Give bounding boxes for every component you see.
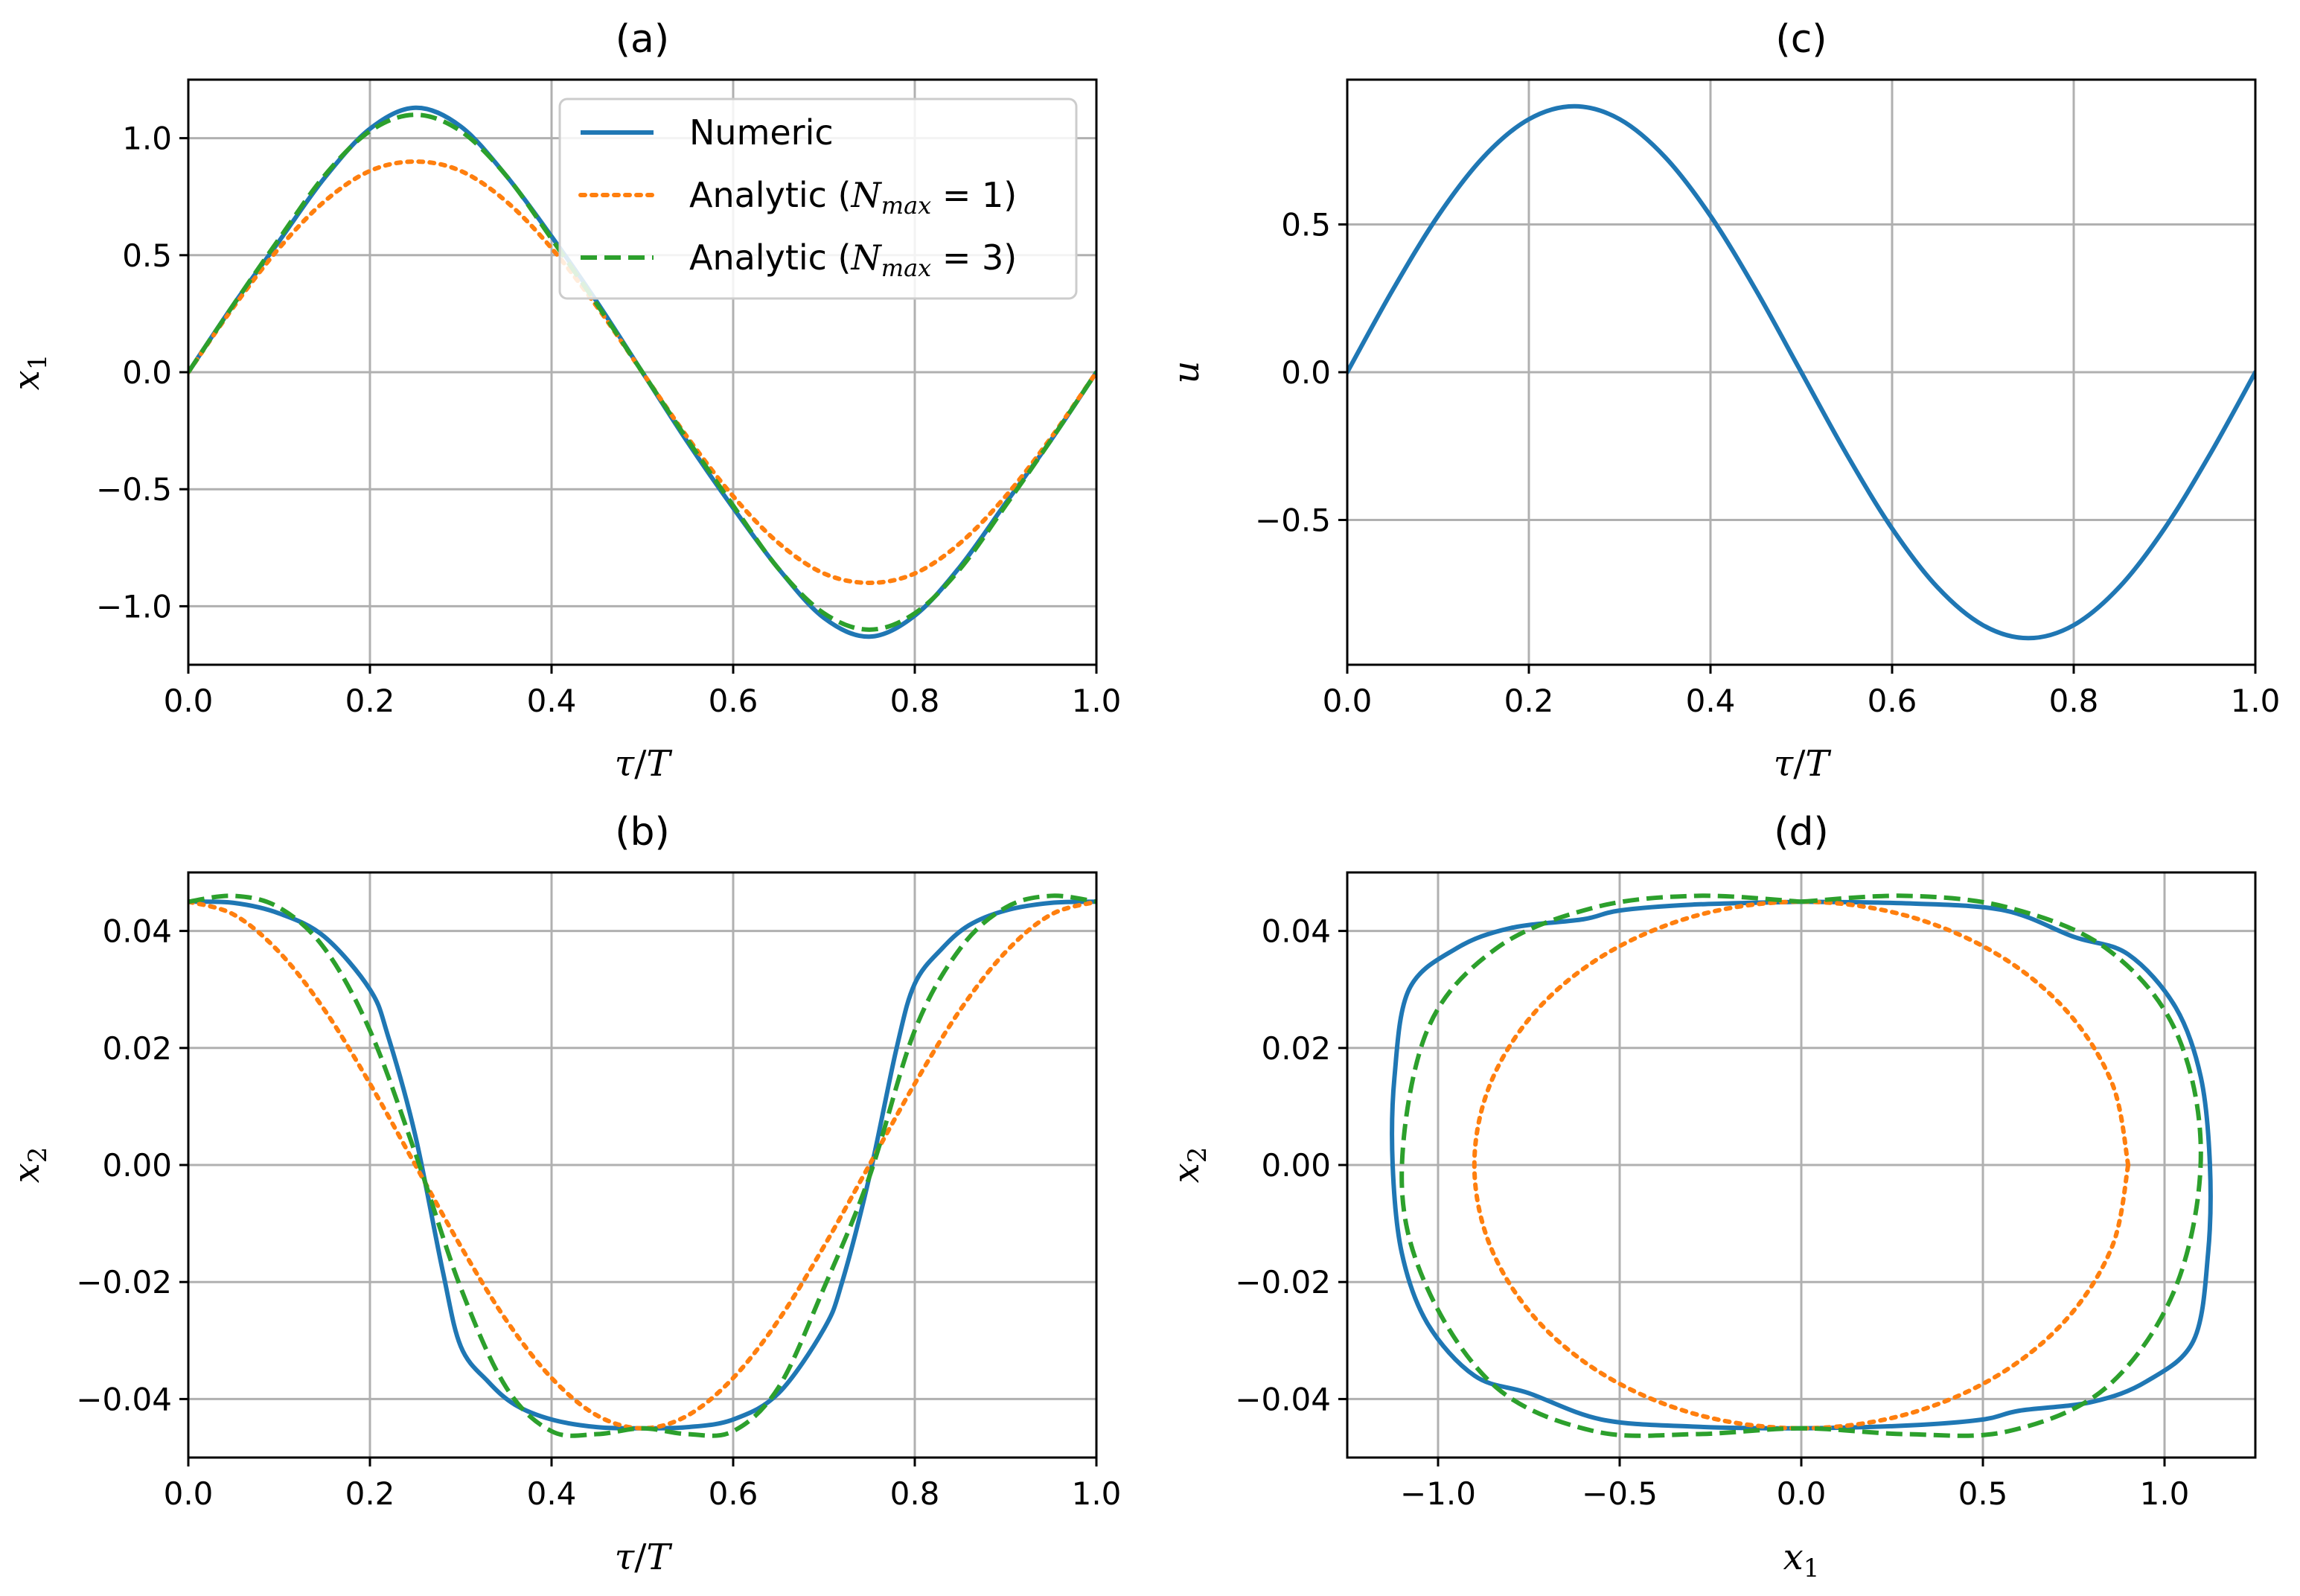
panel-a-xtick-label: 0.4: [527, 683, 577, 719]
panel-d-ytick-label: −0.02: [1235, 1264, 1331, 1300]
panel-a-lines: [188, 105, 1096, 639]
panel-c-xtick-label: 0.2: [1504, 683, 1554, 719]
panel-d-xtick-label: −1.0: [1400, 1475, 1476, 1512]
panel-b-xlabel: τ/T: [615, 1536, 673, 1578]
panel-d-lines: [1390, 893, 2213, 1438]
panel-d-xtick-label: −0.5: [1582, 1475, 1658, 1512]
panel-b-xtick-label: 1.0: [1072, 1475, 1122, 1512]
panel-a-ytick-label: −1.0: [96, 588, 172, 625]
panel-c-series-u: [1347, 103, 2255, 641]
panel-a-xlabel: τ/T: [615, 743, 673, 785]
panel-c-xtick-label: 0.4: [1686, 683, 1736, 719]
panel-c-ylabel: u: [1166, 361, 1207, 384]
panel-d-xtick-label: 0.5: [1958, 1475, 2008, 1512]
legend-label-analytic-n3: Analytic (Nmax = 3): [689, 237, 1017, 282]
panel-b: 0.0 0.2 0.4 0.6 0.8 1.0 −0.04 −0.02 0.00 0.02 0.04…: [6, 810, 1121, 1578]
panel-d-ylabel: x2: [1166, 1147, 1213, 1184]
panel-a-xtick-label: 0.8: [890, 683, 940, 719]
panel-b-xtick-label: 0.4: [527, 1475, 577, 1512]
legend-label-analytic-n1: Analytic (Nmax = 1): [689, 175, 1017, 220]
panel-c-title: (c): [1775, 17, 1827, 62]
panel-c: 0.0 0.2 0.4 0.6 0.8 1.0 −0.5 0.0 0.5 (c) τ/T u: [1166, 17, 2280, 785]
panel-b-ytick-label: 0.04: [102, 913, 172, 950]
panel-b-ytick-label: −0.04: [76, 1381, 172, 1417]
panel-d-series-analytic-n-max-3: [1399, 893, 2203, 1438]
panel-a-xtick-label: 0.2: [345, 683, 395, 719]
panel-d-grid: [1347, 872, 2255, 1458]
panel-c-xtick-label: 0.6: [1868, 683, 1917, 719]
panel-b-lines: [188, 893, 1096, 1438]
panel-b-ytick-label: −0.02: [76, 1264, 172, 1300]
panel-a: 0.0 0.2 0.4 0.6 0.8 1.0−1.0−0.50.00.51.0 (a) …: [6, 17, 1121, 785]
panel-d-ytick-label: 0.00: [1261, 1147, 1331, 1184]
panel-c-xtick-label: 0.0: [1323, 683, 1373, 719]
panel-b-xtick-label: 0.0: [164, 1475, 214, 1512]
panel-a-title: (a): [616, 17, 669, 62]
panel-d-title: (d): [1774, 810, 1829, 855]
panel-a-xtick-label: 0.0: [164, 683, 214, 719]
legend-label-numeric: Numeric: [689, 112, 834, 153]
panel-c-ytick-label: 0.5: [1281, 207, 1331, 243]
panel-c-xtick-label: 1.0: [2231, 683, 2281, 719]
legend: Numeric Analytic (Nmax = 1) Analytic (Nm…: [558, 98, 1078, 300]
panel-b-ytick-label: 0.02: [102, 1030, 172, 1067]
panel-c-xtick-label: 0.8: [2049, 683, 2099, 719]
panel-a-ytick-label: 1.0: [122, 121, 172, 157]
panel-a-xtick-label: 1.0: [1072, 683, 1122, 719]
panel-a-series-analytic-n-max-3: [188, 112, 1096, 632]
panel-b-title: (b): [615, 810, 670, 855]
panel-c-ytick-label: −0.5: [1255, 502, 1331, 538]
panel-a-ytick-label: 0.5: [122, 237, 172, 274]
panel-d-ticks: −1.0 −0.5 0.0 0.5 1.0 −0.04 −0.02 0.00 0.02 0.04: [1235, 913, 2189, 1512]
panel-b-series-analytic-n-max-3: [188, 893, 1096, 1438]
panel-c-ytick-label: 0.0: [1281, 354, 1331, 391]
panel-b-ticks: 0.0 0.2 0.4 0.6 0.8 1.0 −0.04 −0.02 0.00 0.02 0.04: [76, 913, 1121, 1512]
panel-d-xtick-label: 1.0: [2140, 1475, 2190, 1512]
panel-a-ylabel: x1: [6, 354, 53, 391]
panel-b-ylabel: x2: [6, 1147, 53, 1184]
panel-a-ytick-label: 0.0: [122, 354, 172, 391]
panel-d-series-analytic-n-max-1: [1472, 899, 2131, 1431]
panel-b-ytick-label: 0.00: [102, 1147, 172, 1184]
legend-box: [558, 98, 1078, 300]
panel-b-xtick-label: 0.8: [890, 1475, 940, 1512]
panel-c-xlabel: τ/T: [1774, 743, 1832, 785]
panel-a-ticks: 0.0 0.2 0.4 0.6 0.8 1.0 −1.0 −0.5 0.0 0.5 1.0: [96, 121, 1121, 719]
panel-d-xlabel: x1: [1783, 1536, 1820, 1583]
panel-d-ytick-label: 0.04: [1261, 913, 1331, 950]
panel-d-ytick-label: −0.04: [1235, 1381, 1331, 1417]
panel-c-ticks: 0.0 0.2 0.4 0.6 0.8 1.0 −0.5 0.0 0.5: [1255, 207, 2280, 719]
panel-d: −1.0 −0.5 0.0 0.5 1.0−0.04−0.020.000.020.04 …: [1166, 810, 2257, 1583]
panel-b-xtick-label: 0.2: [345, 1475, 395, 1512]
panel-a-xtick-label: 0.6: [709, 683, 758, 719]
panel-c-lines: [1347, 103, 2255, 641]
panel-d-xtick-label: 0.0: [1777, 1475, 1827, 1512]
panel-a-ytick-label: −0.5: [96, 471, 172, 508]
panel-b-xtick-label: 0.6: [709, 1475, 758, 1512]
panel-d-ytick-label: 0.02: [1261, 1030, 1331, 1067]
